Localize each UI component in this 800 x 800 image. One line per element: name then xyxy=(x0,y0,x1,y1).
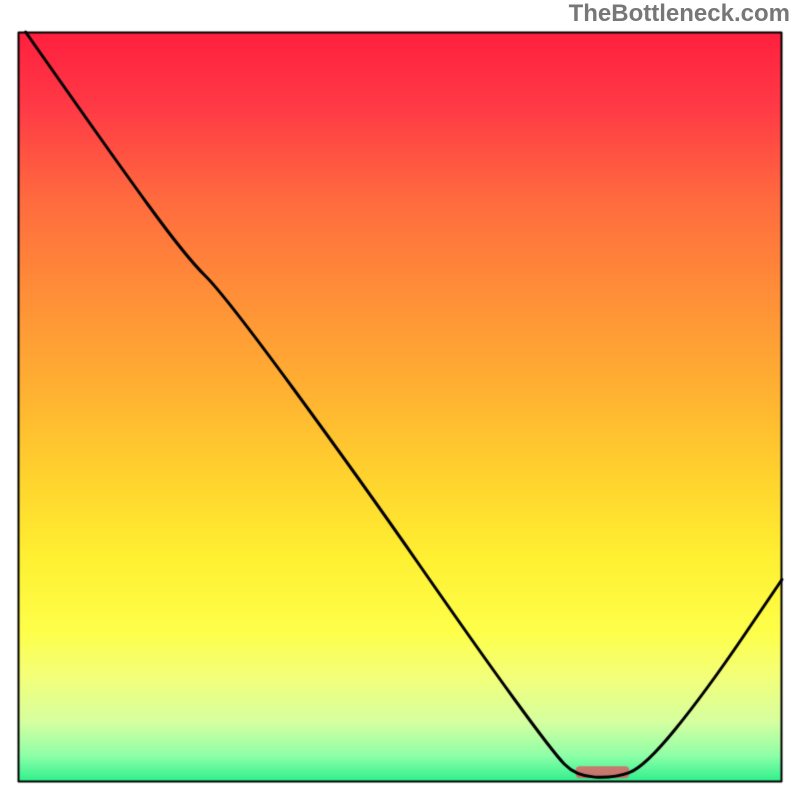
chart-container: TheBottleneck.com xyxy=(0,0,800,800)
bottleneck-curve-canvas xyxy=(0,0,800,800)
